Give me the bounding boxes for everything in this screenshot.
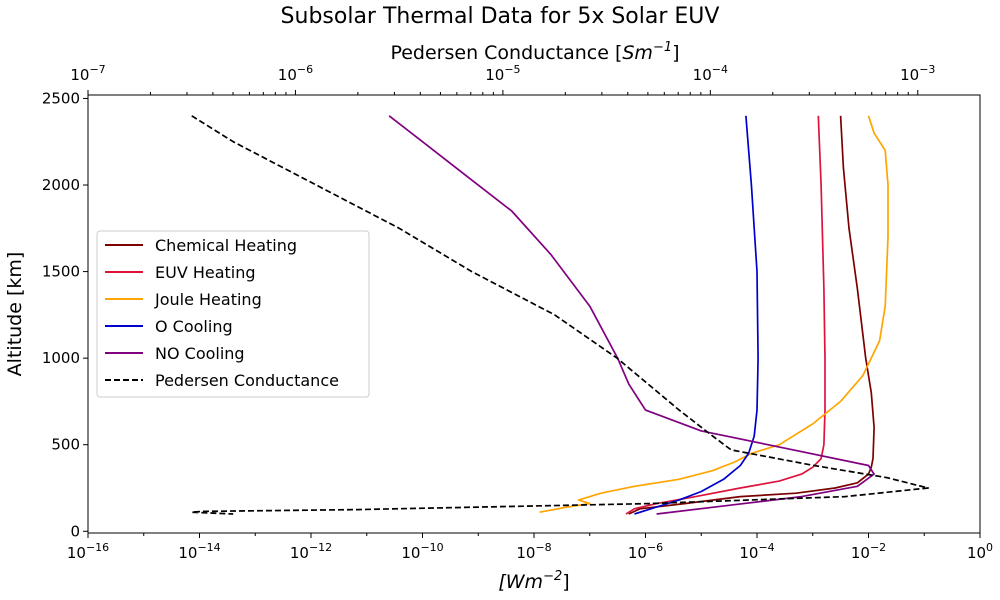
top-axis-label-unit: Sm: [622, 42, 653, 64]
bottom-tick-label: 10−4: [739, 541, 774, 562]
bottom-tick-label: 10−10: [401, 541, 443, 562]
y-tick-label: 2000: [42, 176, 80, 194]
bottom-axis-label-text: [Wm: [498, 571, 543, 593]
top-axis-label-exp: −1: [653, 40, 672, 55]
bottom-tick-label: 10−12: [290, 541, 332, 562]
series-line-pedersen-conductance: [190, 115, 929, 515]
y-tick-label: 0: [70, 522, 80, 540]
plot-frame: [87, 94, 981, 534]
bottom-axis-ticks: 10−16 10−14 10−12 10−10 10−8 10−6 10−4 10−2 100: [67, 533, 993, 562]
top-axis-label: Pedersen Conductance [Sm−1]: [390, 40, 679, 64]
y-axis-label: Altitude [km]: [4, 252, 26, 377]
y-tick-label: 2500: [42, 89, 80, 107]
legend-label-euv-heating: EUV Heating: [155, 263, 256, 282]
legend-label-joule-heating: Joule Heating: [154, 290, 262, 309]
legend-label-no-cooling: NO Cooling: [155, 344, 245, 363]
legend-box: [96, 230, 370, 398]
bottom-axis-label-exp: −2: [543, 569, 562, 584]
series-line-joule-heating: [539, 115, 889, 514]
legend-label-chemical-heating: Chemical Heating: [155, 236, 297, 255]
bottom-axis-label-close: ]: [562, 571, 569, 593]
top-axis-label-text: Pedersen Conductance [: [390, 42, 622, 64]
series-line-o-cooling: [634, 115, 759, 515]
plot-lines: [190, 115, 929, 515]
top-tick-label: 10−7: [70, 63, 105, 84]
top-axis-label-close: ]: [672, 42, 679, 64]
series-line-no-cooling: [388, 115, 875, 515]
top-tick-label: 10−6: [278, 63, 313, 84]
y-tick-label: 1000: [42, 349, 80, 367]
bottom-tick-label: 10−6: [628, 541, 663, 562]
bottom-tick-label: 10−16: [67, 541, 109, 562]
top-tick-label: 10−5: [485, 63, 520, 84]
legend-entries: Chemical Heating EUV Heating Joule Heating…: [105, 236, 339, 390]
chart-title: Subsolar Thermal Data for 5x Solar EUV: [281, 4, 720, 29]
top-tick-label: 10−4: [693, 63, 728, 84]
bottom-tick-label: 100: [967, 541, 993, 562]
bottom-tick-label: 10−8: [516, 541, 551, 562]
legend-label-pedersen-conductance: Pedersen Conductance: [155, 371, 339, 390]
bottom-tick-label: 10−2: [851, 541, 886, 562]
series-line-chemical-heating: [628, 115, 875, 515]
y-tick-label: 1500: [42, 263, 80, 281]
bottom-axis-label: [Wm−2]: [498, 569, 569, 593]
legend-label-o-cooling: O Cooling: [155, 317, 233, 336]
y-tick-label: 500: [51, 436, 80, 454]
top-axis-ticks: 10−7 10−6 10−5 10−4 10−3: [70, 63, 935, 95]
legend: Chemical Heating EUV Heating Joule Heating…: [96, 230, 370, 398]
series-line-euv-heating: [625, 115, 826, 515]
top-tick-label: 10−3: [900, 63, 935, 84]
bottom-tick-label: 10−14: [178, 541, 220, 562]
y-axis-ticks: 0 500 1000 1500 2000 2500: [42, 89, 88, 540]
